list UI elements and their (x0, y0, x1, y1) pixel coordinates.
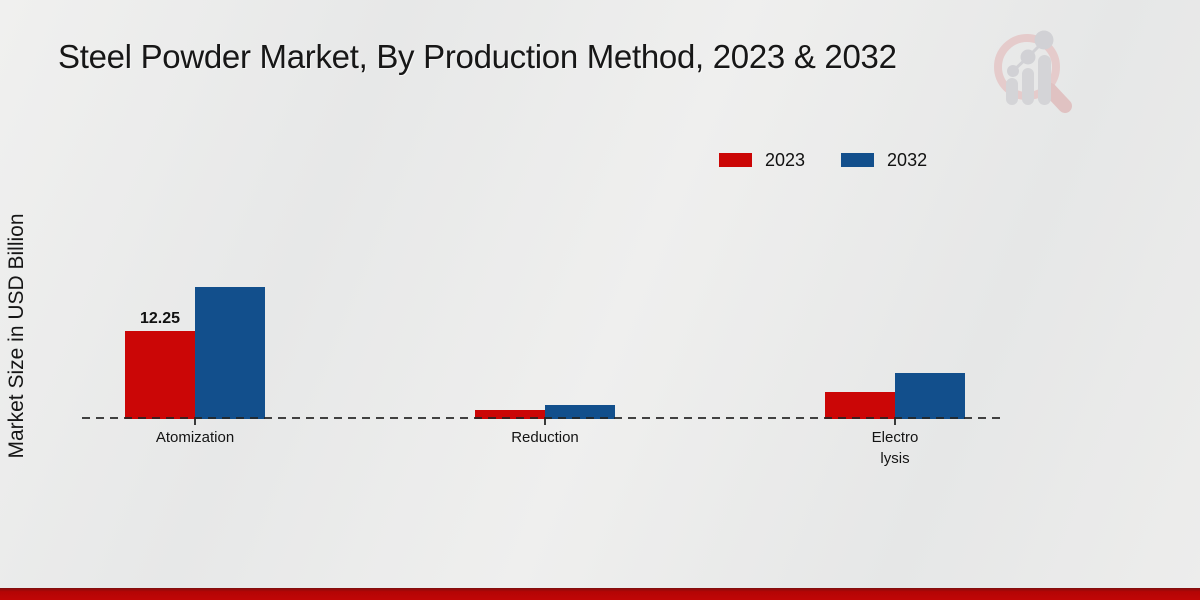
legend-swatch-2032 (841, 153, 875, 167)
x-axis-tick-atomization (194, 419, 196, 425)
legend-label-2032: 2032 (887, 150, 928, 170)
category-label-electrolysis: Electro lysis (871, 429, 919, 467)
legend-label-2023: 2023 (765, 150, 806, 170)
bar-2023-electrolysis (825, 392, 895, 419)
chart-title: Steel Powder Market, By Production Metho… (58, 38, 897, 75)
category-label-reduction: Reduction (511, 429, 579, 446)
bar-2032-atomization (195, 287, 265, 419)
bar-2032-electrolysis (895, 373, 965, 419)
x-axis-tick-reduction (544, 419, 546, 425)
x-axis-dashed-baseline (82, 417, 1006, 419)
bar-2023-atomization (125, 331, 195, 419)
category-label-atomization: Atomization (155, 429, 235, 446)
legend: 2023 2032 (719, 151, 927, 169)
magnifier-chart-logo-icon (994, 30, 1072, 113)
bar-value-label: 12.25 (139, 310, 181, 327)
footer-red-bar (0, 588, 1200, 600)
legend-swatch-2023 (719, 153, 752, 167)
bar-2023-reduction (475, 410, 545, 419)
x-axis-tick-electrolysis (894, 419, 896, 425)
bar-2032-reduction (545, 405, 615, 419)
